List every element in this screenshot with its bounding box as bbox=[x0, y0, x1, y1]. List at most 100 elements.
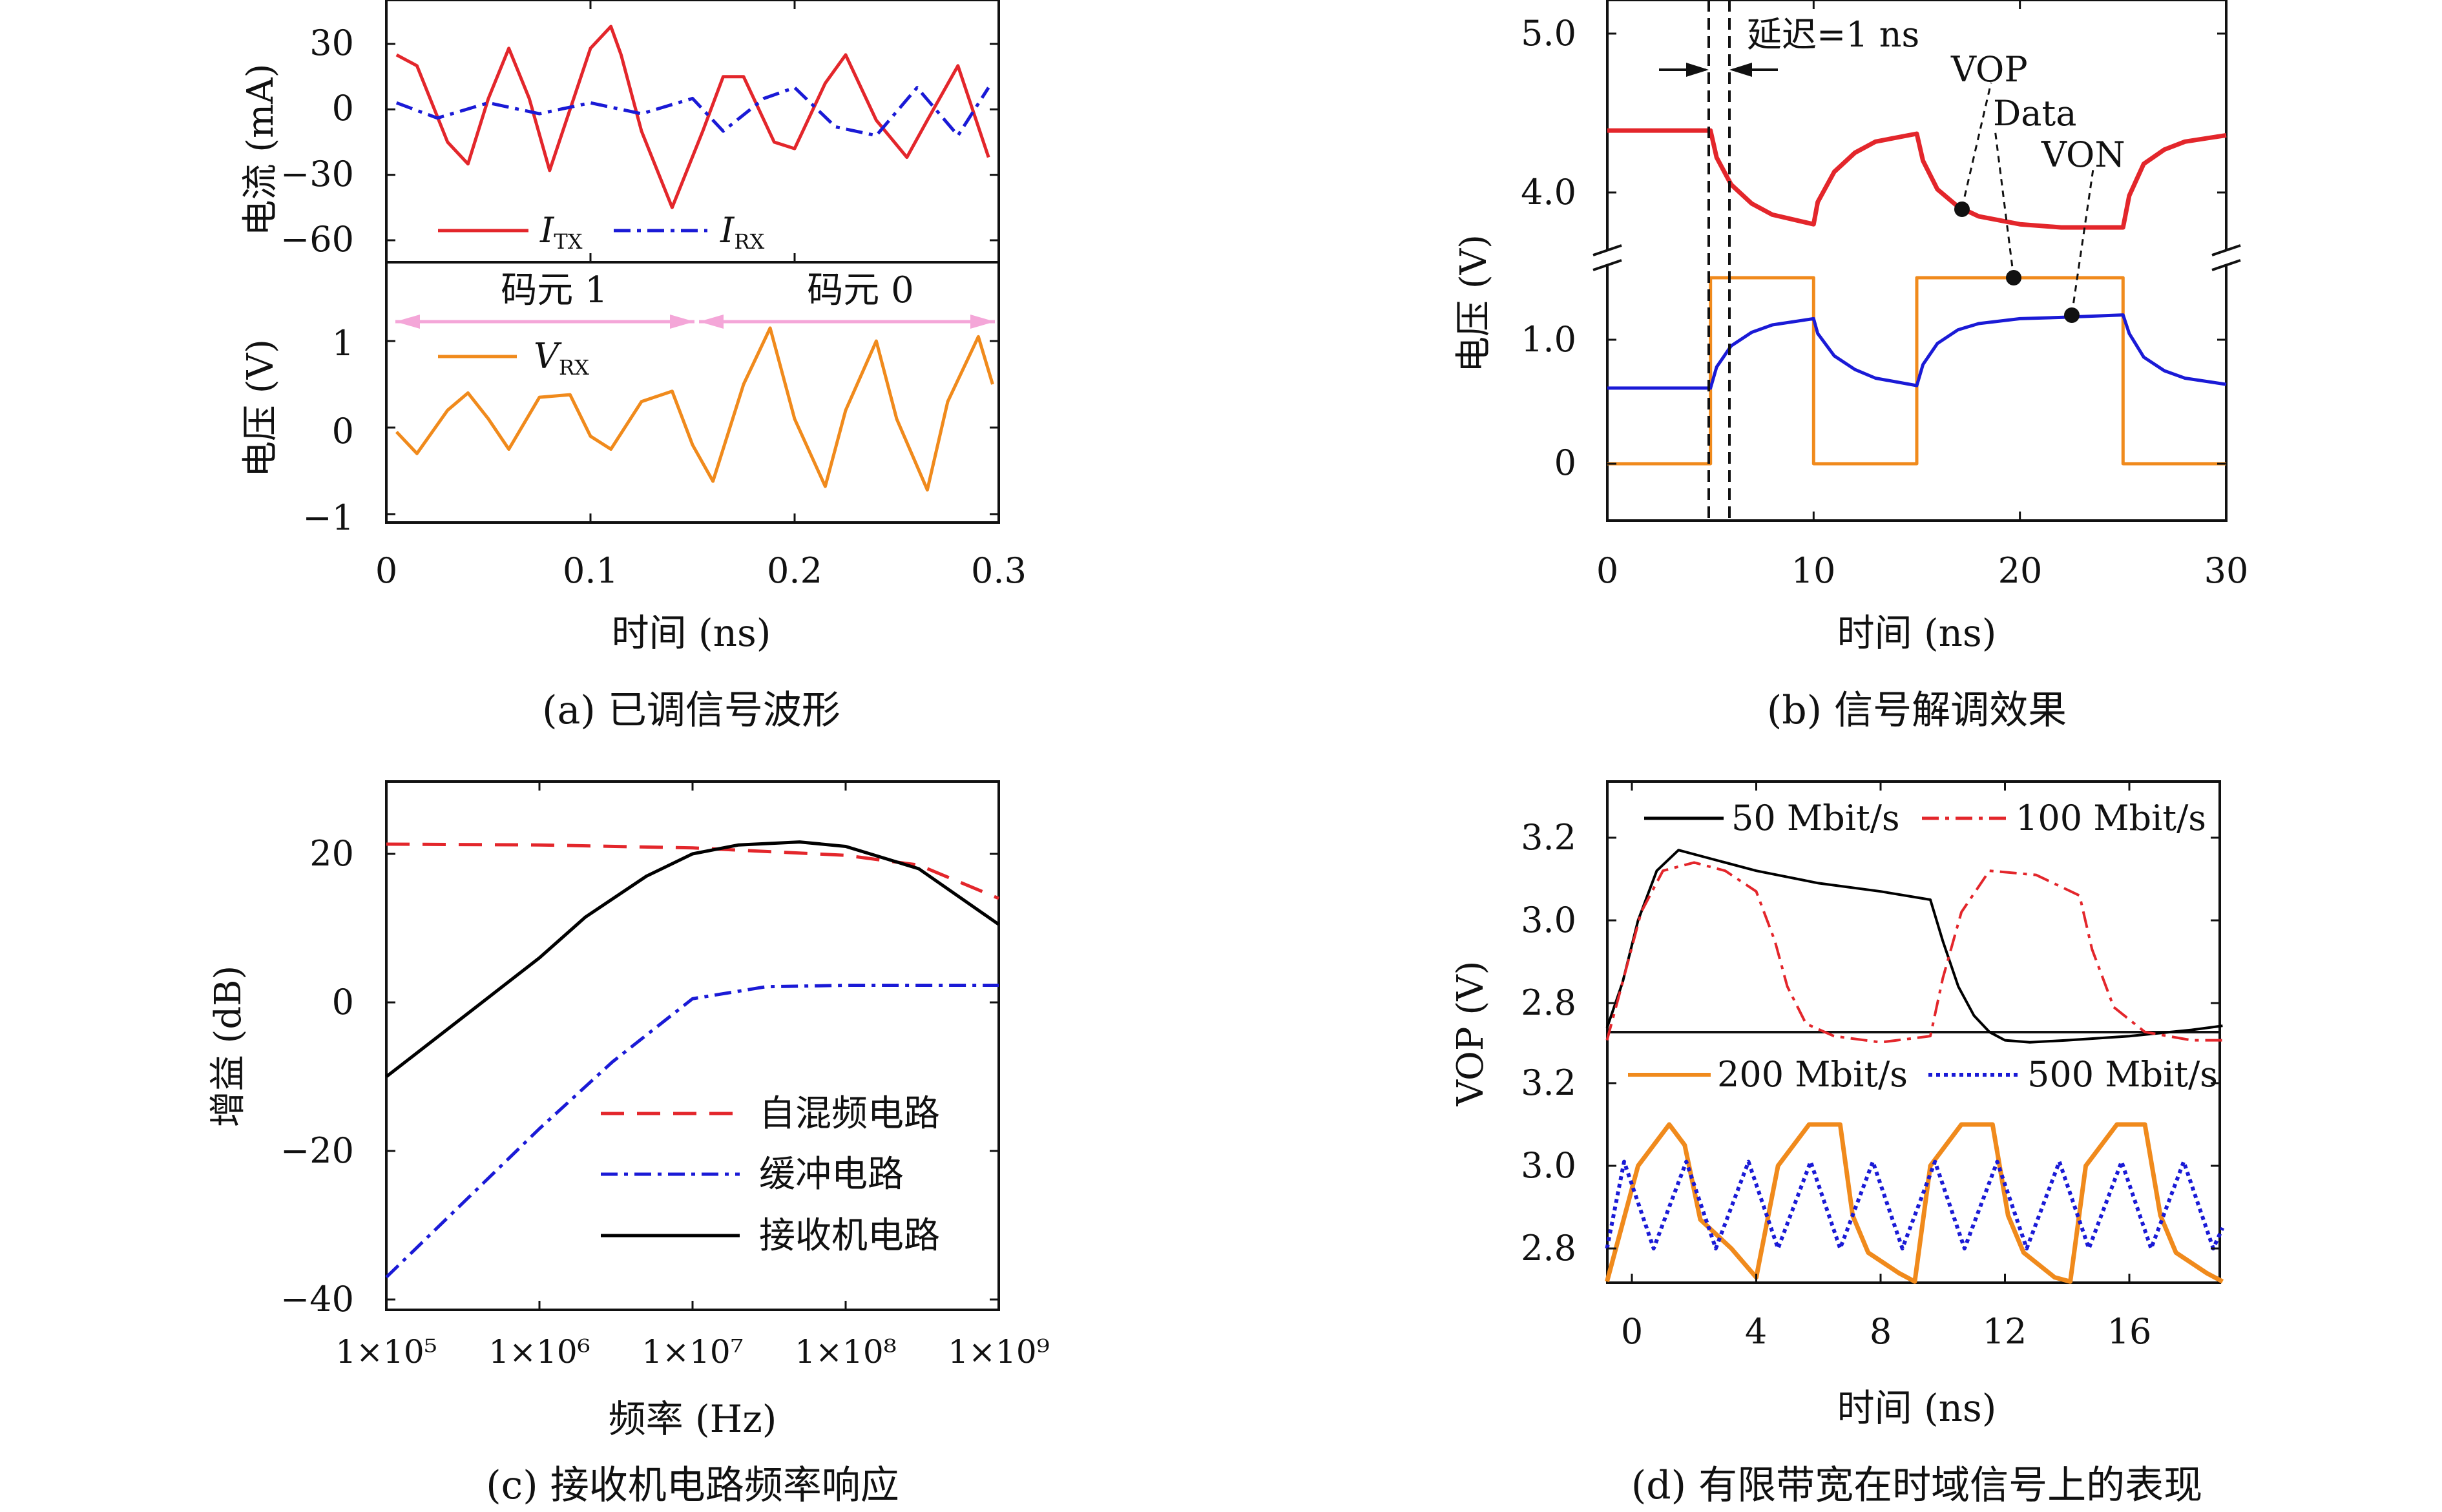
arrow-head bbox=[1686, 63, 1709, 77]
c-caption: (c) 接收机电路频率响应 bbox=[486, 1463, 899, 1508]
series-line-v-rx bbox=[395, 326, 994, 492]
a-top-ytick: −60 bbox=[280, 219, 354, 260]
vop-label: VOP bbox=[1950, 49, 2028, 90]
panel-c-plot bbox=[385, 782, 1000, 1310]
c-ytick: 20 bbox=[309, 833, 354, 874]
b-xtick: 30 bbox=[2204, 550, 2249, 591]
symbol-1-label: 码元 1 bbox=[501, 269, 607, 311]
c-xtick: 1×10⁵ bbox=[335, 1333, 437, 1371]
d-xtick: 12 bbox=[1983, 1311, 2027, 1352]
series-line-i-rx bbox=[395, 86, 990, 138]
d-xlabel: 时间 (ns) bbox=[1837, 1386, 1997, 1430]
series-line-接收机电路 bbox=[385, 840, 1000, 1078]
d-bottom-ytick: 3.0 bbox=[1521, 1145, 1576, 1186]
series-line-vop bbox=[1607, 128, 2227, 230]
panel-c: 20 0 −20 −40 增益 (dB) 1×10⁵ 1×10⁶ 1×10⁷ 1… bbox=[207, 780, 1050, 1508]
b-xtick: 10 bbox=[1791, 550, 1836, 591]
panel-a-bottom-plot bbox=[385, 326, 1000, 523]
arrow-head bbox=[395, 315, 420, 329]
series-line-100-mbit-s bbox=[1605, 861, 2223, 1044]
d-xtick: 4 bbox=[1745, 1311, 1767, 1352]
legend-200mbit: 200 Mbit/s bbox=[1717, 1054, 1908, 1095]
a-bottom-ytick: 0 bbox=[332, 411, 354, 451]
legend-receiver: 接收机电路 bbox=[759, 1215, 940, 1257]
b-ytick: 0 bbox=[1554, 442, 1576, 483]
c-ytick: −20 bbox=[280, 1130, 354, 1171]
a-xtick: 0.1 bbox=[563, 550, 618, 591]
a-xtick: 0 bbox=[375, 550, 397, 591]
b-ytick: 1.0 bbox=[1521, 319, 1576, 360]
arrow-head bbox=[1729, 63, 1752, 77]
vop-leader bbox=[1961, 82, 1992, 209]
c-xtick: 1×10⁷ bbox=[642, 1333, 743, 1371]
series-line-data bbox=[1607, 276, 2226, 466]
series-line-500-mbit-s bbox=[1605, 1159, 2225, 1250]
d-xtick: 0 bbox=[1621, 1311, 1643, 1352]
d-ylabel: VOP (V) bbox=[1450, 961, 1492, 1107]
b-ylabel: 电压 (V) bbox=[1453, 234, 1495, 373]
panel-d-top-plot bbox=[1605, 849, 2223, 1044]
d-xtick: 16 bbox=[2107, 1311, 2152, 1352]
legend-50mbit: 50 Mbit/s bbox=[1731, 798, 1900, 838]
a-bottom-ytick: 1 bbox=[332, 323, 354, 364]
panel-b: 5.0 4.0 1.0 0 电压 (V) 延迟=1 ns VOP Data VO… bbox=[1453, 0, 2248, 733]
a-top-ylabel: 电流 (mA) bbox=[240, 63, 282, 236]
legend-mixer: 自混频电路 bbox=[759, 1093, 940, 1135]
c-xlabel: 频率 (Hz) bbox=[609, 1397, 777, 1441]
legend-100mbit: 100 Mbit/s bbox=[2016, 798, 2206, 838]
series-line-50-mbit-s bbox=[1605, 849, 2223, 1044]
c-xtick: 1×10⁸ bbox=[795, 1333, 896, 1371]
von-marker bbox=[2064, 307, 2080, 323]
panel-a: 30 0 −30 −60 电流 (mA) ITX IRX 1 0 −1 电压 (… bbox=[240, 0, 1027, 733]
series-line-i-tx bbox=[395, 25, 990, 209]
a-top-ytick: 30 bbox=[309, 23, 354, 63]
von-label: VON bbox=[2041, 134, 2125, 175]
a-bottom-ylabel: 电压 (V) bbox=[240, 339, 282, 477]
a-caption: (a) 已调信号波形 bbox=[542, 688, 840, 733]
von-leader bbox=[2071, 169, 2094, 315]
b-xlabel: 时间 (ns) bbox=[1837, 611, 1997, 655]
series-line-200-mbit-s bbox=[1605, 1122, 2224, 1284]
vop-marker bbox=[1954, 202, 1970, 217]
a-xtick: 0.2 bbox=[767, 550, 822, 591]
series-line-von bbox=[1607, 313, 2227, 390]
panel-a-top-plot bbox=[385, 0, 1000, 262]
b-caption: (b) 信号解调效果 bbox=[1767, 688, 2067, 733]
panel-b-plot bbox=[1606, 0, 2228, 521]
d-top-ytick: 3.0 bbox=[1521, 900, 1576, 940]
c-ytick: −40 bbox=[280, 1279, 354, 1320]
c-xtick: 1×10⁶ bbox=[488, 1333, 590, 1371]
legend-500mbit: 500 Mbit/s bbox=[2027, 1054, 2218, 1095]
arrow-head bbox=[699, 315, 724, 329]
c-ylabel: 增益 (dB) bbox=[207, 966, 249, 1128]
a-xtick: 0.3 bbox=[971, 550, 1027, 591]
legend-itx: ITX bbox=[539, 210, 583, 254]
b-ytick: 5.0 bbox=[1521, 13, 1576, 54]
symbol-0-label: 码元 0 bbox=[807, 269, 913, 311]
axis-break-mark bbox=[1592, 244, 1622, 256]
c-xtick: 1×10⁹ bbox=[948, 1333, 1049, 1371]
panel-a-bottom-frame bbox=[385, 261, 1000, 524]
series-line-自混频电路 bbox=[386, 842, 999, 900]
panel-d: 3.2 3.0 2.8 3.2 3.0 2.8 VOP (V) 50 Mbit/… bbox=[1450, 780, 2225, 1508]
a-top-ytick: −30 bbox=[280, 154, 354, 194]
d-bottom-ytick: 3.2 bbox=[1521, 1062, 1576, 1103]
b-xtick: 0 bbox=[1596, 550, 1618, 591]
arrow-head bbox=[670, 315, 694, 329]
delay-label: 延迟=1 ns bbox=[1747, 14, 1919, 55]
legend-vrx: VRX bbox=[534, 336, 589, 380]
data-marker bbox=[2006, 270, 2021, 285]
a-xlabel: 时间 (ns) bbox=[612, 611, 771, 655]
b-ytick: 4.0 bbox=[1521, 172, 1576, 212]
axis-break-mark bbox=[1592, 259, 1622, 271]
panel-b-frame bbox=[1606, 0, 2228, 522]
a-top-ytick: 0 bbox=[332, 88, 354, 129]
data-label: Data bbox=[1993, 93, 2076, 134]
axis-break-mark bbox=[2211, 259, 2241, 271]
d-top-ytick: 3.2 bbox=[1521, 817, 1576, 858]
d-top-ytick: 2.8 bbox=[1521, 982, 1576, 1023]
data-leader bbox=[1994, 129, 2015, 278]
axis-break-mark bbox=[2211, 244, 2241, 256]
legend-buffer: 缓冲电路 bbox=[759, 1154, 904, 1196]
